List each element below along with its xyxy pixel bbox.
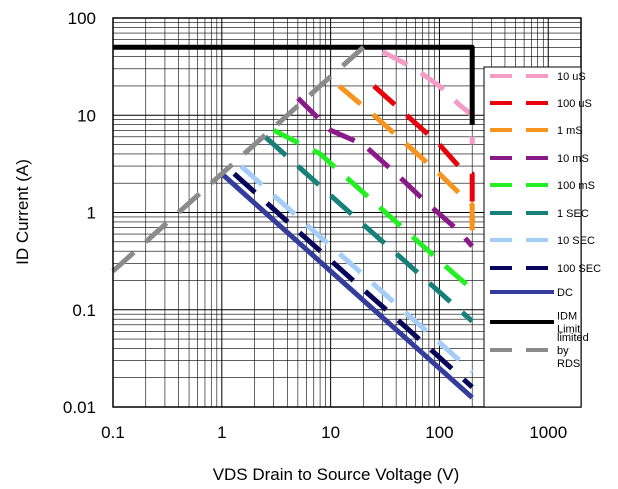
series-line-idm-limit	[113, 44, 475, 125]
y-tick-label: 0.01	[63, 398, 96, 417]
legend-label-dc: DC	[557, 287, 573, 299]
y-tick-labels: 100 10 1 0.1 0.01	[63, 9, 96, 417]
series-line-1-sec	[263, 134, 474, 324]
legend-label-idm-limit: IDM Limit	[557, 311, 580, 336]
legend-label-100-ms: 100 mS	[557, 180, 595, 192]
y-tick-label: 0.1	[72, 301, 96, 320]
legend-label-1-sec: 1 SEC	[557, 208, 589, 220]
legend-label-10-us: 10 uS	[557, 71, 586, 83]
legend-label-100-us: 100 uS	[557, 98, 592, 110]
series-line-1-ms	[337, 84, 475, 242]
x-tick-label: 1000	[529, 423, 567, 442]
x-tick-labels: 0.1 1 10 100 1000	[101, 423, 567, 442]
legend-label-limited-by-rds: limited by RDS	[557, 332, 589, 370]
series-line-100-us	[372, 84, 475, 222]
legend-label-10-ms: 10 mS	[557, 153, 589, 165]
legend-label-10-sec: 10 SEC	[557, 235, 595, 247]
y-tick-label: 100	[68, 9, 96, 28]
x-tick-label: 0.1	[101, 423, 125, 442]
series-layer	[111, 44, 475, 400]
y-tick-label: 10	[77, 106, 96, 125]
legend: 10 uS 100 uS 1 mS 10 mS 100 mS 1 SEC 10 SEC 100…	[483, 66, 601, 408]
x-axis-title: VDS Drain to Source Voltage (V)	[213, 465, 460, 484]
legend-label-100-sec: 100 SEC	[557, 263, 601, 275]
series-line-10-sec	[239, 164, 474, 374]
x-tick-label: 1	[217, 423, 226, 442]
x-tick-label: 10	[321, 423, 340, 442]
series-line-100-sec	[232, 171, 474, 389]
y-axis-title: ID Current (A)	[13, 159, 32, 265]
y-tick-label: 1	[87, 204, 96, 223]
x-tick-label: 100	[425, 423, 453, 442]
series-line-limited-by-rds	[111, 45, 366, 273]
series-line-dc	[220, 171, 474, 400]
legend-label-1-ms: 1 mS	[557, 125, 583, 137]
series-line-100-ms	[272, 128, 475, 294]
series-line-10-ms	[296, 96, 475, 248]
